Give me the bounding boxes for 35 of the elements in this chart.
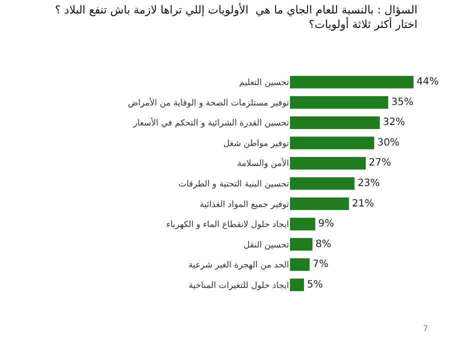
bar [290, 218, 316, 230]
y-tick-label: تحسين البنية التحتية و الطرقات [178, 179, 290, 190]
y-tick-label: توفير مستلزمات الصحة و الوقاية من الأمراض [128, 96, 290, 108]
bar [290, 197, 349, 210]
y-tick-label: تحسين التعليم [239, 78, 290, 88]
chart-title: السؤال : بالنسبة للعام الجاي ما هي الأولويات إللي تراها لازمة باش تنفع البلاد ؟ اختار أكثر ثلاثة أولويات؟ [54, 2, 418, 32]
data-label: 44% [416, 76, 439, 88]
data-label: 30% [377, 137, 400, 148]
y-tick-label: توفير جميع المواد الغذائية [200, 200, 290, 210]
y-tick-label: ايجاد حلول لانقطاع الماء و الكهرباء [166, 220, 289, 230]
bar [290, 116, 380, 129]
y-tick-label: تحسين القدرة الشرائية و التحكم في الأسعار [132, 116, 290, 129]
bar [290, 258, 310, 271]
data-label: 8% [315, 238, 332, 250]
bar [290, 76, 414, 88]
y-tick-label: ايجاد حلول للتغيرات المناخية [188, 280, 289, 291]
y-tick-label: تحسين النقل [244, 240, 290, 250]
bar [290, 278, 304, 292]
data-label: 27% [368, 158, 392, 169]
y-tick-label: توفير مواطن شغل [223, 138, 290, 149]
text: 7 [423, 324, 428, 333]
bar [290, 96, 388, 109]
data-label: 35% [391, 96, 414, 108]
bar [290, 156, 366, 170]
data-label: 7% [312, 259, 329, 270]
data-label: 21% [352, 198, 374, 210]
bar [290, 136, 374, 150]
data-label: 32% [382, 117, 406, 128]
data-label: 23% [358, 178, 380, 189]
bar [290, 177, 355, 190]
y-tick-label: الحد من الهجرة الغير شرعية [188, 260, 289, 271]
y-tick-label: الأمن والسلامة [237, 157, 289, 170]
data-label: 9% [318, 218, 334, 230]
data-label: 5% [307, 279, 323, 290]
bar [290, 238, 312, 251]
